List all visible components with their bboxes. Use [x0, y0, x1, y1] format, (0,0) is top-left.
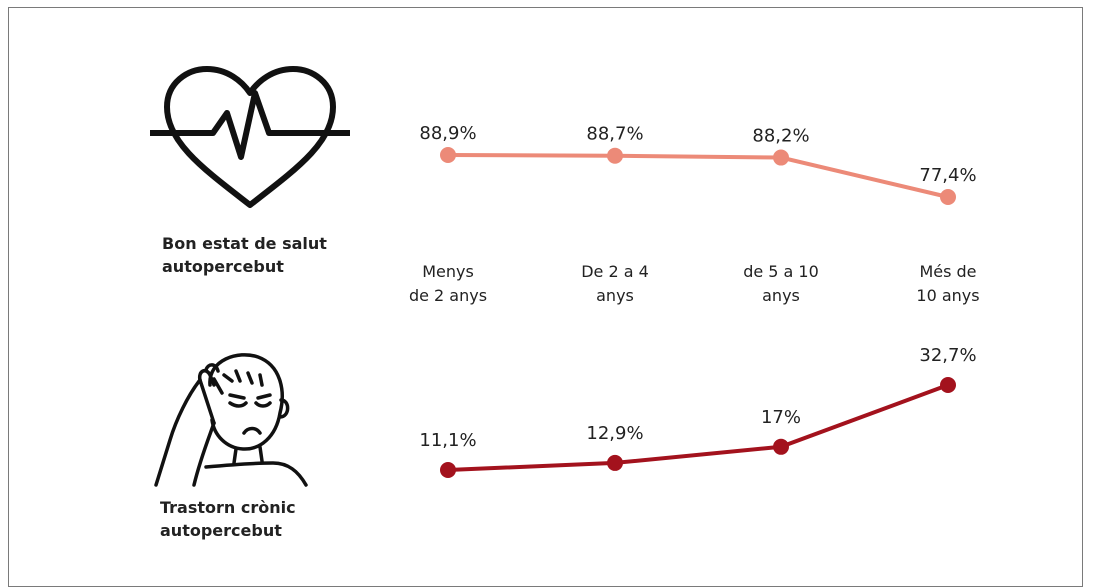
chart-frame	[8, 7, 1083, 587]
data-label-chronic-0: 11,1%	[419, 430, 476, 451]
category-label-1: De 2 a 4 anys	[581, 262, 649, 305]
category-label-3: Més de 10 anys	[916, 262, 980, 305]
data-label-health-1: 88,7%	[586, 124, 643, 145]
data-label-health-3: 77,4%	[919, 165, 976, 186]
headache-person-icon	[148, 345, 313, 495]
data-point-chronic-0	[440, 462, 456, 478]
chart-health: 88,9% 88,7% 88,2% 77,4%	[419, 123, 977, 205]
chart-chronic: 11,1% 12,9% 17% 32,7%	[419, 345, 977, 478]
data-label-chronic-1: 12,9%	[586, 423, 643, 444]
category-label-0: Menys de 2 anys	[408, 262, 488, 305]
data-label-chronic-2: 17%	[761, 407, 801, 428]
data-point-health-3	[940, 189, 956, 205]
data-label-chronic-3: 32,7%	[919, 345, 976, 366]
data-label-health-0: 88,9%	[419, 123, 476, 144]
heart-pulse-icon	[145, 65, 355, 220]
data-point-health-2	[773, 149, 789, 166]
section-label-health: Bon estat de salut autopercebut	[162, 234, 327, 276]
data-point-chronic-1	[607, 454, 623, 471]
section-label-chronic: Trastorn crònic autopercebut	[160, 498, 296, 540]
data-point-chronic-3	[940, 377, 956, 393]
data-label-health-2: 88,2%	[752, 126, 809, 147]
data-point-health-0	[440, 147, 456, 163]
data-point-health-1	[607, 147, 623, 164]
series-line-health	[447, 153, 949, 199]
data-point-chronic-2	[773, 438, 789, 455]
category-label-2: de 5 a 10 anys	[743, 262, 819, 305]
series-line-chronic	[447, 383, 949, 472]
